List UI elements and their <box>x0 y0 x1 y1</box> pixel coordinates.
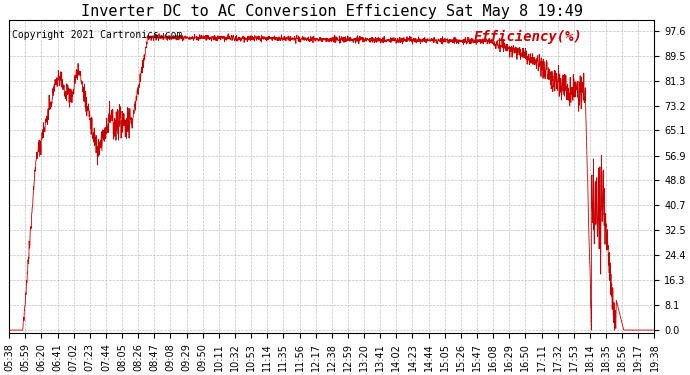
Title: Inverter DC to AC Conversion Efficiency Sat May 8 19:49: Inverter DC to AC Conversion Efficiency … <box>81 4 583 19</box>
Text: Efficiency(%): Efficiency(%) <box>474 30 582 44</box>
Text: Copyright 2021 Cartronics.com: Copyright 2021 Cartronics.com <box>12 30 183 40</box>
